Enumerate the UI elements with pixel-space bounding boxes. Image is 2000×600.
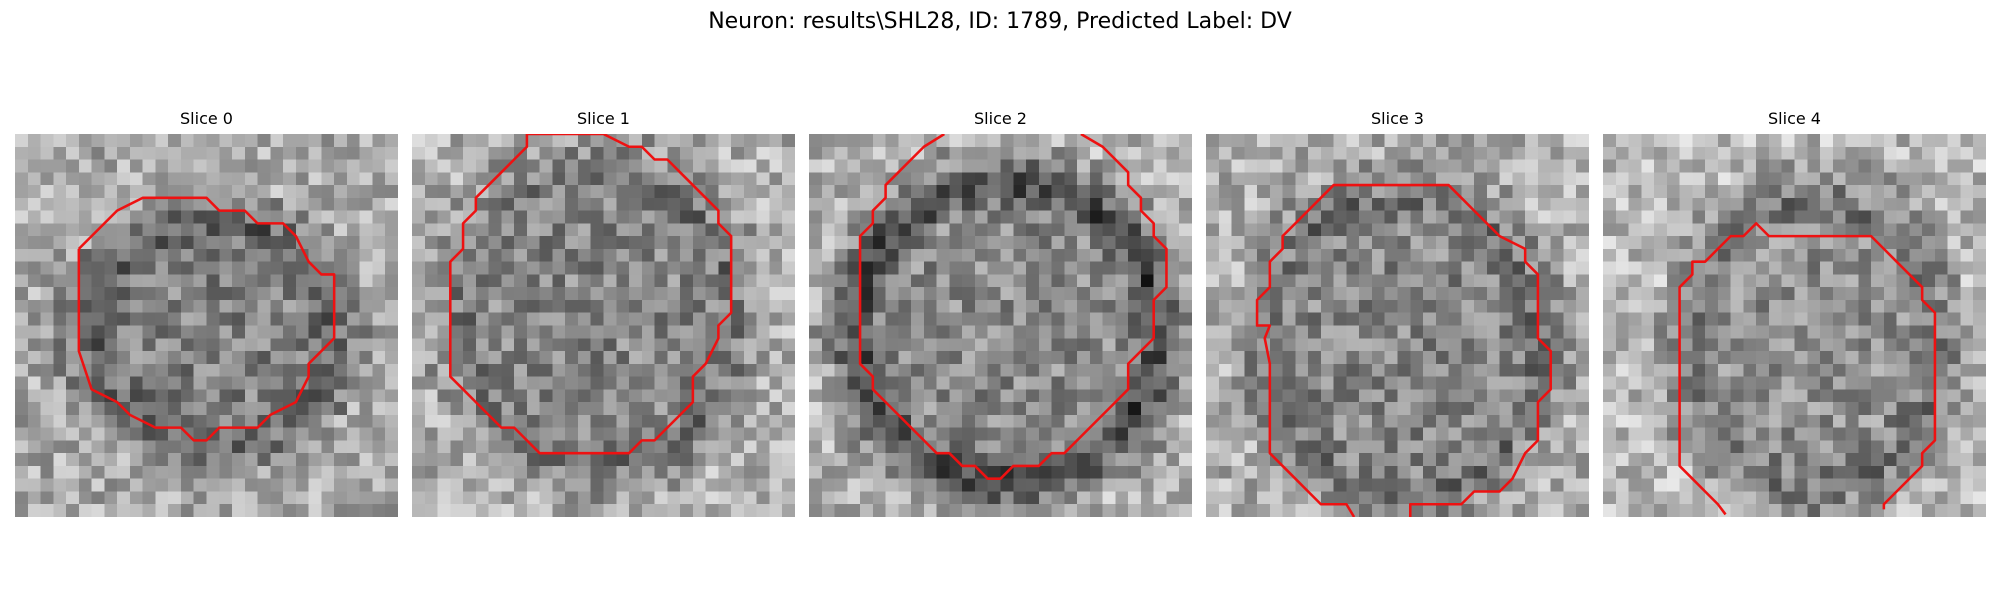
slice-pixels-0 (15, 134, 398, 517)
figure-title: Neuron: results\SHL28, ID: 1789, Predict… (708, 9, 1292, 34)
slice-panel-2: Slice 2 (809, 108, 1192, 522)
slice-image-4 (1603, 134, 1986, 517)
slice-image-2 (809, 134, 1192, 517)
slice-title-0: Slice 0 (180, 109, 233, 128)
slice-title-4: Slice 4 (1768, 109, 1821, 128)
segmentation-contour-4 (1678, 222, 1937, 516)
segmentation-contour-1 (449, 134, 733, 455)
slice-image-3 (1206, 134, 1589, 517)
slice-panel-4: Slice 4 (1603, 108, 1986, 522)
slice-title-3: Slice 3 (1371, 109, 1424, 128)
slice-panel-1: Slice 1 (412, 108, 795, 522)
slice-panel-3: Slice 3 (1206, 108, 1589, 522)
slice-image-0 (15, 134, 398, 517)
slice-image-1 (412, 134, 795, 517)
slice-title-1: Slice 1 (577, 109, 630, 128)
segmentation-contour-3 (1255, 183, 1552, 517)
slice-title-2: Slice 2 (974, 109, 1027, 128)
slice-panel-0: Slice 0 (15, 108, 398, 522)
segmentation-contour-0 (77, 196, 336, 442)
slice-pixels-3 (1206, 134, 1589, 517)
slice-pixels-1 (412, 134, 795, 517)
segmentation-contour-2 (858, 134, 1168, 480)
slice-pixels-4 (1603, 134, 1986, 517)
